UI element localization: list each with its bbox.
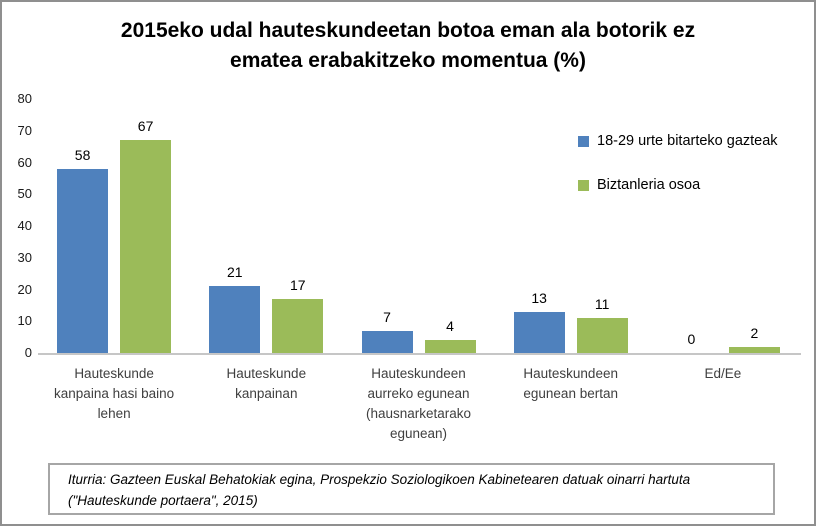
category-label-2: Hauteskunde kanpainan xyxy=(226,366,307,401)
legend-swatch-icon xyxy=(578,179,589,191)
value-label-series-1-cat-2: 21 xyxy=(227,264,243,281)
y-tick-label-50: 50 xyxy=(17,186,32,202)
value-label-series-1-cat-3: 7 xyxy=(383,308,391,325)
value-label-series-1-cat-1: 58 xyxy=(74,146,91,163)
source-text-line-2: ("Hauteskunde portaera", 2015) xyxy=(68,493,258,508)
value-label-series-2-cat-2: 17 xyxy=(290,277,306,294)
bar-series-2-cat-1 xyxy=(120,140,172,353)
bar-series-2-cat-2 xyxy=(272,299,324,353)
legend: 18-29 urte bitarteko gazteak Biztanleria … xyxy=(578,133,778,221)
bar-series-1-cat-4 xyxy=(513,311,565,353)
bar-series-2-cat-5 xyxy=(728,346,780,353)
category-label-5: Ed/Ee xyxy=(704,366,742,381)
y-tick-label-70: 70 xyxy=(17,122,32,138)
y-tick-label-0: 0 xyxy=(24,345,32,360)
legend-item-2: Biztanleria osoa xyxy=(578,177,778,193)
bar-series-2-cat-4 xyxy=(576,318,628,353)
value-label-series-1-cat-5: 0 xyxy=(687,331,696,347)
y-tick-label-10: 10 xyxy=(17,313,32,329)
chart-title-line-2: ematea erabakitzeko momentua (%) xyxy=(230,49,586,72)
y-tick-label-40: 40 xyxy=(17,218,32,233)
legend-label: 18-29 urte bitarteko gazteak xyxy=(597,133,778,149)
category-label-4: Hauteskundeen egunean bertan xyxy=(523,366,618,401)
y-tick-label-20: 20 xyxy=(17,281,32,297)
y-tick-label-30: 30 xyxy=(17,249,32,265)
bar-series-1-cat-3 xyxy=(361,330,413,353)
bar-series-2-cat-3 xyxy=(424,340,476,353)
source-text: Iturria: Gazteen Euskal Behatokiak egina… xyxy=(68,469,759,511)
chart-title-line-1: 2015eko udal hauteskundeetan botoa eman … xyxy=(120,19,696,42)
y-tick-label-80: 80 xyxy=(17,91,32,106)
bar-series-1-cat-2 xyxy=(209,286,261,353)
legend-label: Biztanleria osoa xyxy=(597,177,701,193)
value-label-series-1-cat-4: 13 xyxy=(531,289,547,306)
chart-title: 2015eko udal hauteskundeetan botoa eman … xyxy=(2,16,814,76)
value-label-series-2-cat-3: 4 xyxy=(446,318,454,335)
source-text-line-1: Iturria: Gazteen Euskal Behatokiak egina… xyxy=(68,472,691,487)
value-label-series-2-cat-5: 2 xyxy=(750,324,759,341)
legend-swatch-icon xyxy=(578,135,589,147)
legend-item-1: 18-29 urte bitarteko gazteak xyxy=(578,133,778,149)
source-box: Iturria: Gazteen Euskal Behatokiak egina… xyxy=(48,463,775,515)
plot-area: 58 67 21 17 7 4 13 11 0 2 xyxy=(38,99,801,355)
bar-series-1-cat-1 xyxy=(57,168,109,353)
y-tick-label-60: 60 xyxy=(17,154,32,170)
category-label-3: Hauteskundeen aurreko egunean (hausnarketa… xyxy=(365,366,472,441)
value-label-series-2-cat-1: 67 xyxy=(137,118,154,135)
value-label-series-2-cat-4: 11 xyxy=(594,296,610,313)
category-label-1: Hauteskunde kanpaina hasi baino lehen xyxy=(54,366,175,421)
x-axis-line xyxy=(38,353,801,355)
